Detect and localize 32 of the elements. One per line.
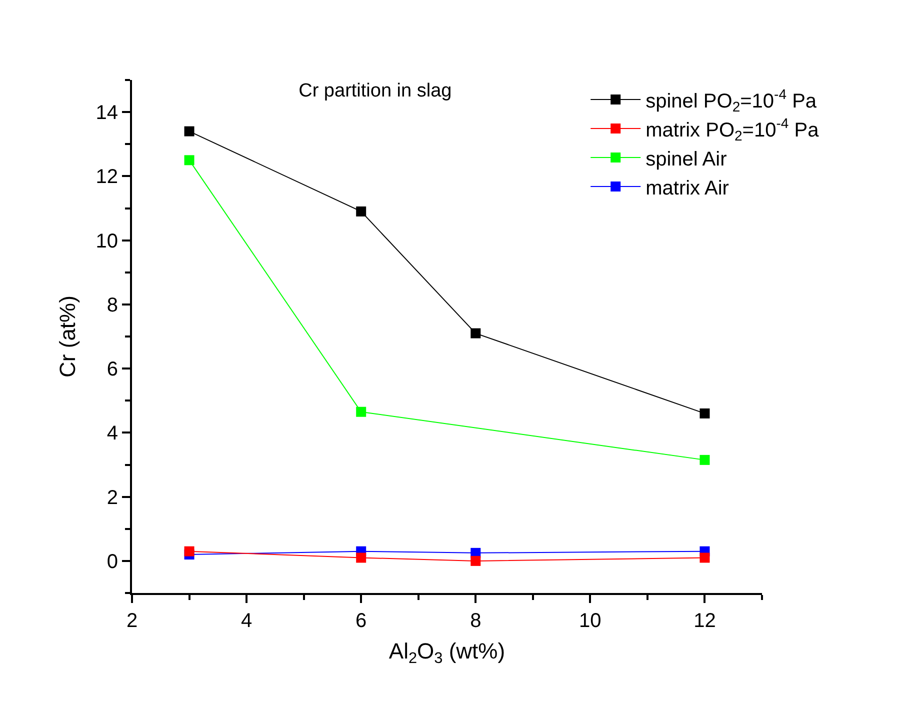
point — [700, 408, 710, 418]
point — [700, 454, 710, 465]
point — [184, 546, 194, 556]
point — [356, 406, 366, 417]
point — [700, 552, 710, 563]
legend-label: matrix PO$_{2}$=10$^{-4}$ Pa — [646, 114, 820, 144]
y-tick-label: 8 — [106, 294, 118, 316]
x-tick-label: 10 — [579, 610, 602, 632]
y-tick-label: 10 — [96, 230, 118, 252]
legend-label: spinel PO$_{2}$=10$^{-4}$ Pa — [646, 86, 818, 114]
point — [184, 155, 194, 166]
point — [356, 206, 366, 216]
x-tick-label: 12 — [694, 610, 716, 632]
point — [470, 328, 481, 338]
legend-label: matrix Air — [646, 177, 730, 200]
x-tick-label: 2 — [126, 610, 138, 632]
x-tick-label: 6 — [356, 610, 367, 632]
x-tick-label: 4 — [240, 610, 252, 632]
x-axis-title: Al$_{2}$O$_{3}$ (wt%) — [388, 638, 506, 668]
chart-title: Cr partition in slag — [298, 80, 452, 102]
y-tick-label: 4 — [106, 422, 118, 445]
point — [470, 556, 481, 566]
y-tick-label: 2 — [106, 486, 118, 509]
x-tick-label: 8 — [470, 610, 482, 632]
y-tick-label: 14 — [96, 102, 118, 124]
y-axis-title: Cr (at%) — [55, 296, 80, 378]
y-tick-label: 12 — [96, 166, 118, 188]
legend-label: spinel Air — [646, 148, 728, 170]
y-tick-label: 0 — [106, 550, 118, 573]
point — [184, 126, 194, 136]
point — [356, 552, 366, 563]
y-tick-label: 6 — [106, 358, 118, 381]
